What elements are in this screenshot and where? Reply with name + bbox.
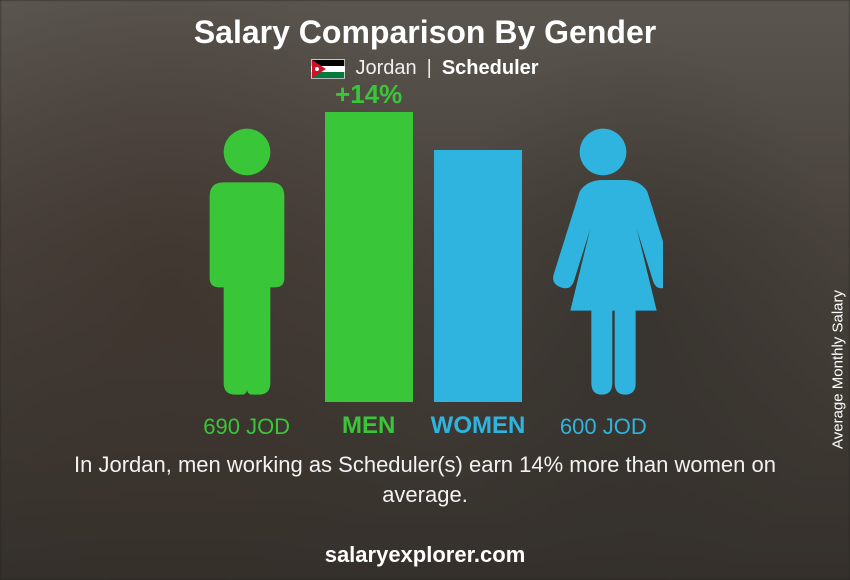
- footer-source: salaryexplorer.com: [0, 542, 850, 568]
- y-axis-label: Average Monthly Salary: [830, 290, 847, 449]
- difference-label: +14%: [335, 79, 402, 110]
- job-label: Scheduler: [442, 57, 539, 80]
- women-bar-label: WOMEN: [431, 412, 526, 440]
- subtitle-row: Jordan | Scheduler: [0, 57, 850, 80]
- men-figure-column: 690 JOD: [187, 100, 307, 440]
- men-value-label: 690 JOD: [203, 414, 290, 440]
- women-figure-column: 600 JOD: [543, 100, 663, 440]
- country-label: Jordan: [355, 57, 416, 80]
- caption-text: In Jordan, men working as Scheduler(s) e…: [60, 450, 790, 509]
- men-bar: [325, 112, 413, 402]
- jordan-flag-icon: [311, 59, 345, 79]
- content-layer: Salary Comparison By Gender Jordan | Sch…: [0, 0, 850, 580]
- separator: |: [427, 57, 432, 80]
- page-title: Salary Comparison By Gender: [0, 14, 850, 51]
- men-bar-label: MEN: [342, 412, 395, 440]
- women-bar-column: WOMEN: [431, 100, 526, 440]
- men-bar-column: +14% MEN: [325, 100, 413, 440]
- male-icon: [187, 124, 307, 404]
- female-icon: [543, 124, 663, 404]
- women-value-label: 600 JOD: [560, 414, 647, 440]
- women-bar: [434, 150, 522, 402]
- chart-area: 690 JOD +14% MEN WOMEN 600 JOD: [0, 100, 850, 440]
